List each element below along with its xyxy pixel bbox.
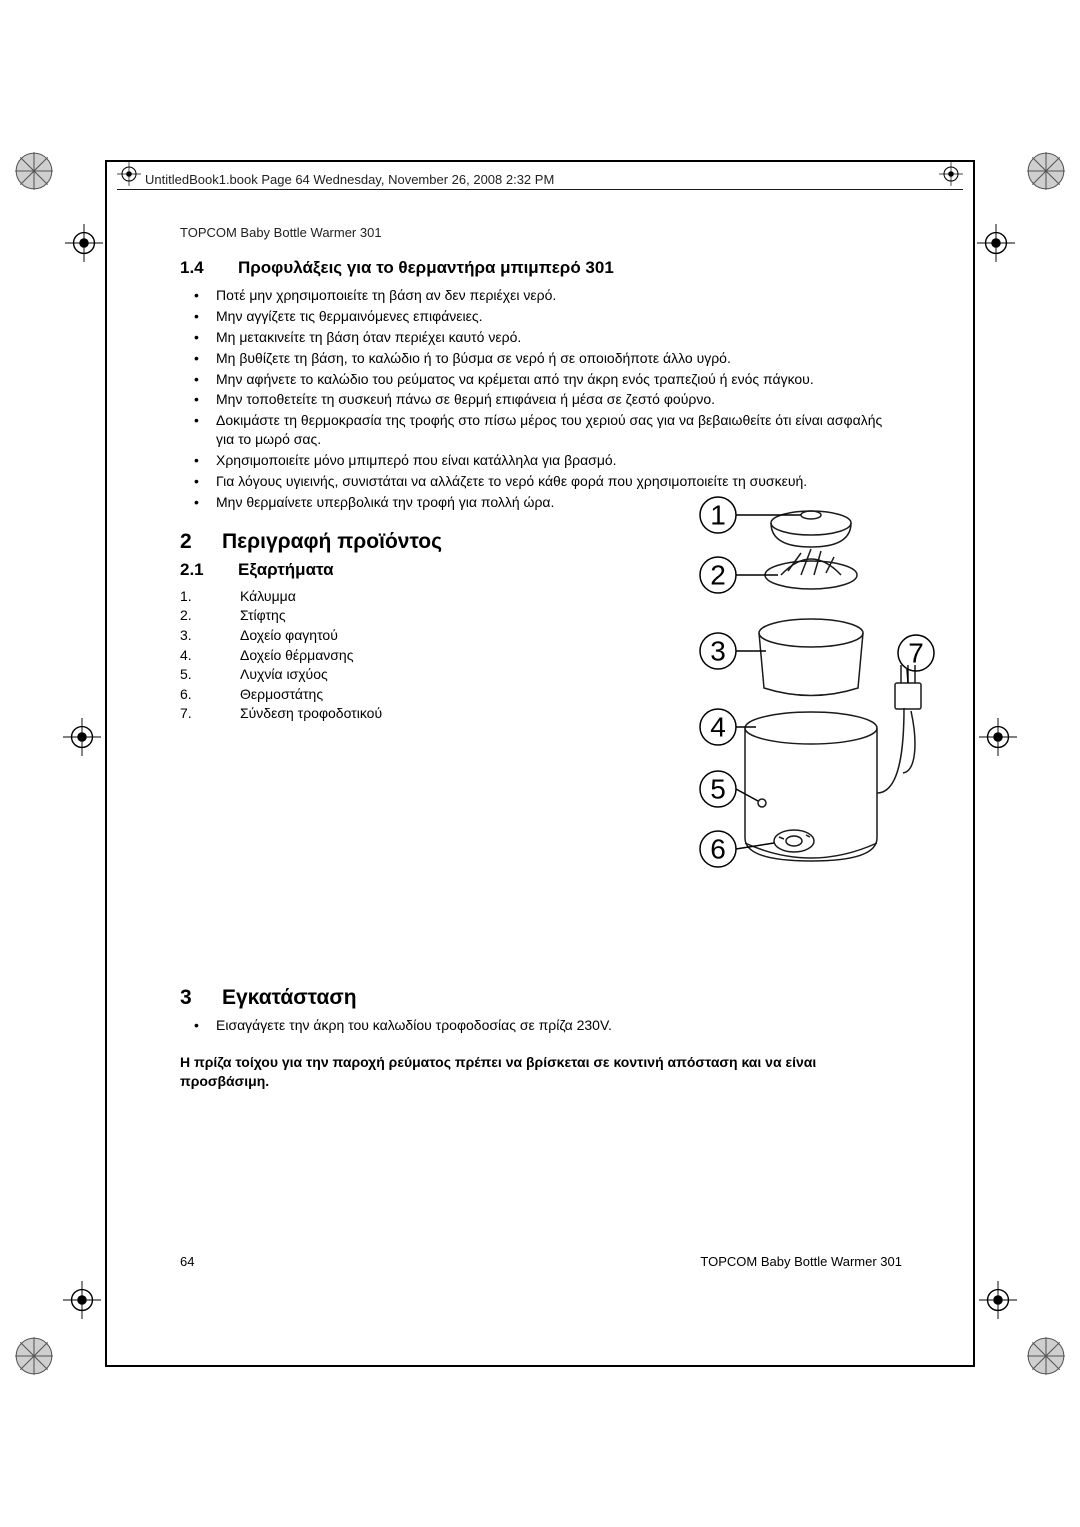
register-mark-icon — [977, 224, 1015, 262]
callout-2: 2 — [710, 560, 726, 591]
list-item: Μην αγγίζετε τις θερμαινόμενες επιφάνειε… — [180, 307, 900, 326]
callout-3: 3 — [710, 636, 726, 667]
heading-num: 2 — [180, 530, 222, 554]
install-list: Εισαγάγετε την άκρη του καλωδίου τροφοδο… — [180, 1016, 900, 1035]
header-rule — [117, 189, 963, 190]
list-item: Μην τοποθετείτε τη συσκευή πάνω σε θερμή… — [180, 390, 900, 409]
footer-title: TOPCOM Baby Bottle Warmer 301 — [700, 1254, 902, 1269]
callout-7: 7 — [908, 638, 924, 669]
callout-6: 6 — [710, 834, 726, 865]
heading-text: Προφυλάξεις για το θερμαντήρα μπιμπερό 3… — [238, 258, 614, 277]
crop-mark-icon — [13, 150, 55, 192]
callout-4: 4 — [710, 712, 726, 743]
item-number: 6. — [180, 685, 228, 705]
register-mark-icon — [63, 1281, 101, 1319]
heading-text: Εγκατάσταση — [222, 986, 357, 1009]
install-note: Η πρίζα τοίχου για την παροχή ρεύματος π… — [180, 1053, 900, 1091]
doc-title: TOPCOM Baby Bottle Warmer 301 — [180, 225, 900, 240]
heading-text: Εξαρτήματα — [238, 560, 334, 579]
frame-line — [973, 160, 975, 1367]
list-item: Εισαγάγετε την άκρη του καλωδίου τροφοδο… — [180, 1016, 900, 1035]
heading-num: 2.1 — [180, 560, 238, 580]
item-number: 2. — [180, 606, 228, 626]
list-item: Δοκιμάστε τη θερμοκρασία της τροφής στο … — [180, 411, 900, 449]
running-header: UntitledBook1.book Page 64 Wednesday, No… — [145, 172, 554, 187]
heading-text: Περιγραφή προϊόντος — [222, 530, 442, 553]
product-diagram: 1 2 3 4 5 6 7 — [606, 493, 936, 893]
register-mark-icon — [115, 160, 143, 188]
list-item: Χρησιμοποιείτε μόνο μπιμπερό που είναι κ… — [180, 451, 900, 470]
page-number: 64 — [180, 1254, 194, 1269]
item-text: Δοχείο φαγητού — [240, 627, 338, 643]
item-text: Θερμοστάτης — [240, 686, 323, 702]
item-number: 5. — [180, 665, 228, 685]
item-text: Δοχείο θέρμανσης — [240, 647, 353, 663]
crop-mark-icon — [1025, 150, 1067, 192]
heading-num: 3 — [180, 986, 222, 1010]
item-number: 3. — [180, 626, 228, 646]
register-mark-icon — [65, 224, 103, 262]
list-item: Για λόγους υγιεινής, συνιστάται να αλλάζ… — [180, 472, 900, 491]
register-mark-icon — [979, 1281, 1017, 1319]
precautions-list: Ποτέ μην χρησιμοποιείτε τη βάση αν δεν π… — [180, 286, 900, 512]
frame-line — [105, 1365, 975, 1367]
item-text: Σύνδεση τροφοδοτικού — [240, 705, 382, 721]
heading-3: 3Εγκατάσταση — [180, 986, 900, 1010]
heading-1-4: 1.4Προφυλάξεις για το θερμαντήρα μπιμπερ… — [180, 258, 900, 278]
list-item: Μη βυθίζετε τη βάση, το καλώδιο ή το βύσ… — [180, 349, 900, 368]
callout-5: 5 — [710, 774, 726, 805]
list-item: Μη μετακινείτε τη βάση όταν περιέχει καυ… — [180, 328, 900, 347]
register-mark-icon — [63, 718, 101, 756]
list-item: Μην αφήνετε το καλώδιο του ρεύματος να κ… — [180, 370, 900, 389]
heading-num: 1.4 — [180, 258, 238, 278]
frame-line — [105, 160, 107, 1367]
callout-1: 1 — [710, 500, 726, 531]
list-item: Ποτέ μην χρησιμοποιείτε τη βάση αν δεν π… — [180, 286, 900, 305]
register-mark-icon — [937, 160, 965, 188]
item-text: Λυχνία ισχύος — [240, 666, 328, 682]
item-text: Στίφτης — [240, 607, 286, 623]
register-mark-icon — [979, 718, 1017, 756]
item-number: 7. — [180, 704, 228, 724]
item-number: 1. — [180, 587, 228, 607]
item-number: 4. — [180, 646, 228, 666]
item-text: Κάλυμμα — [240, 588, 296, 604]
crop-mark-icon — [13, 1335, 55, 1377]
frame-line — [105, 160, 975, 162]
crop-mark-icon — [1025, 1335, 1067, 1377]
